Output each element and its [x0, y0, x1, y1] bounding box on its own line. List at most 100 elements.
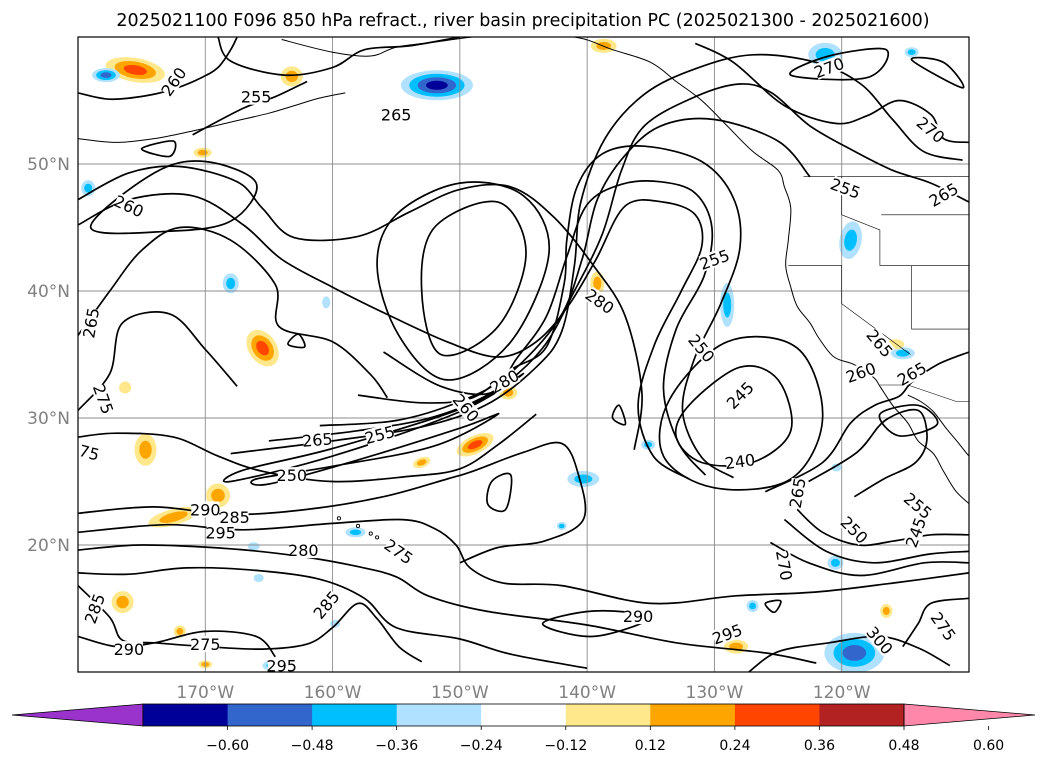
precip-shading-cell [842, 645, 867, 661]
refractivity-contour [902, 597, 969, 648]
coastline [281, 37, 969, 505]
contour-label-bg [302, 430, 332, 449]
contour-label-bg [724, 379, 756, 411]
refractivity-contour [910, 56, 965, 89]
refractivity-contour [319, 117, 811, 427]
refractivity-contour [78, 37, 238, 101]
precip-shading-cell [574, 474, 593, 484]
contour-label-bg [82, 592, 107, 625]
coastlines-and-borders [78, 37, 969, 553]
contour-label-bg [382, 536, 415, 566]
contour-label: 240 [724, 450, 757, 473]
latitude-tick-label: 20°N [27, 536, 70, 556]
colorbar-tick-label: −0.36 [375, 738, 418, 754]
colorbar-segment [227, 704, 313, 726]
map-panel: 260 2552652602652751752802552502452402652… [27, 36, 970, 703]
contour-label-bg [813, 55, 845, 80]
refractivity-contour [796, 508, 969, 547]
colorbar: −0.60 −0.48 −0.36 −0.24 −0.12 0.12 0.24 0.36 0.4… [11, 703, 1036, 754]
precip-shading-cell [907, 49, 916, 55]
contour-label: 175 [67, 438, 101, 464]
contour-label-bg [774, 550, 795, 581]
colorbar-segment [312, 704, 398, 726]
contour-label: 295 [266, 657, 297, 676]
contour-label-bg [864, 327, 896, 359]
precip-shading-cell [139, 440, 152, 459]
island [355, 523, 361, 529]
contour-label-bg [624, 608, 653, 625]
contour-label-bg [698, 246, 731, 272]
refractivity-contour [78, 630, 276, 658]
precip-shading-cell [253, 574, 264, 582]
contour-label: 280 [288, 541, 319, 560]
contour-label-bg [451, 391, 482, 424]
refractivity-contours [78, 37, 969, 672]
contour-label: 255 [241, 88, 272, 107]
contour-label-bg [311, 588, 342, 621]
contour-label-bg [364, 423, 396, 446]
contour-label-bg [914, 114, 947, 145]
precip-shading-cell [197, 149, 208, 156]
refractivity-contour [230, 53, 963, 455]
contour-label-bg [112, 192, 145, 220]
precip-shading-cell [349, 529, 362, 536]
refractivity-contour [78, 544, 817, 664]
colorbar-segment [734, 704, 820, 726]
colorbar-segment [396, 704, 482, 726]
coastline [78, 92, 346, 143]
contour-label-bg [686, 332, 717, 364]
latitude-tick-label: 50°N [27, 155, 70, 175]
precip-shading-cell [831, 463, 842, 472]
refractivity-contour [611, 404, 627, 426]
precip-shading-cell [723, 292, 732, 318]
latitude-tick-label: 40°N [27, 282, 70, 302]
colorbar-tick-label: −0.48 [291, 738, 334, 754]
precip-shading-cell [882, 607, 890, 615]
contour-label: 290 [623, 607, 654, 626]
refractivity-contour [78, 518, 969, 605]
contour-label-bg [78, 439, 100, 463]
colorbar-segment [565, 704, 651, 726]
contour-label-bg [864, 624, 896, 657]
contour-label: 265 [381, 106, 412, 125]
political-border [879, 384, 969, 402]
precip-shading-cell [844, 229, 857, 251]
contour-label-bg [191, 501, 220, 518]
contour-label-bg [928, 610, 959, 643]
contour-label-bg [191, 636, 220, 653]
refractivity-contour [486, 472, 513, 513]
contour-label: 285 [219, 508, 250, 527]
contour-label-bg [488, 367, 521, 396]
refractivity-contour [78, 566, 588, 670]
precip-shading-cell [503, 388, 514, 397]
contour-label: 250 [277, 466, 308, 485]
refractivity-contour [78, 311, 238, 411]
contour-label: 265 [301, 429, 333, 451]
precip-shading-cell [123, 64, 147, 76]
contour-label-bg [206, 524, 235, 541]
refractivity-contour [878, 404, 939, 437]
colorbar-segment [650, 704, 736, 726]
precip-shading-cell [593, 276, 602, 291]
contour-label-bg [158, 65, 189, 98]
precip-shading-cell [416, 459, 427, 466]
precip-shading-cell [84, 183, 93, 193]
longitude-tick-label: 140°W [558, 683, 616, 703]
longitude-tick-label: 130°W [686, 683, 744, 703]
refractivity-contour [217, 37, 461, 77]
contour-label-bg [289, 542, 318, 559]
refractivity-contour [764, 351, 969, 493]
colorbar-outline [142, 703, 905, 727]
contour-label-bg [267, 657, 296, 672]
precip-shading-cell [749, 602, 756, 610]
colorbar-tick-label: −0.12 [544, 738, 587, 754]
contour-label-bg [786, 477, 808, 509]
colorbar-tick-label: 0.36 [804, 738, 835, 754]
precip-shading-cell [285, 70, 298, 83]
latitude-tick-label: 30°N [27, 409, 70, 429]
refractivity-contour [764, 599, 782, 614]
refractivity-contour [789, 47, 890, 81]
colorbar-tick-label: −0.60 [206, 738, 249, 754]
longitude-tick-label: 150°W [431, 683, 489, 703]
